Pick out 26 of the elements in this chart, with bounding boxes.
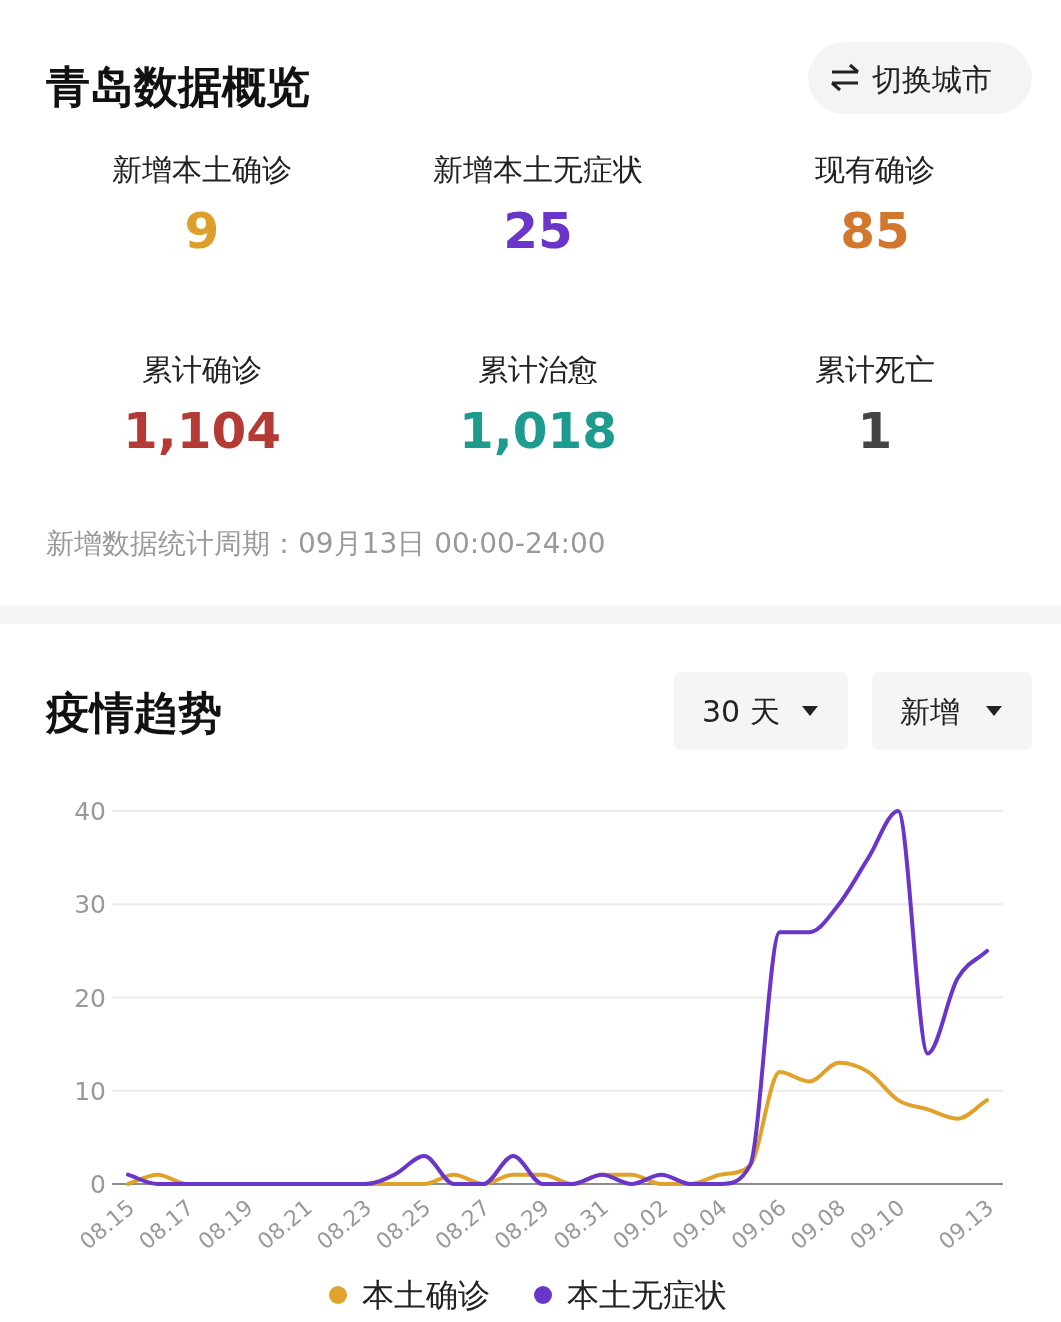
- text: 切换城市: [872, 62, 992, 97]
- line-series: [126, 809, 989, 1186]
- category-label: 新增本土确诊: [112, 152, 292, 187]
- chart-title: 疫情趋势: [45, 687, 222, 738]
- text: 1: [857, 402, 893, 460]
- y-tick-label: 30: [74, 890, 106, 920]
- text: 25: [503, 202, 573, 260]
- category-label: 现有确诊: [815, 152, 935, 187]
- category-label: 累计死亡: [815, 352, 935, 387]
- y-tick-label: 0: [90, 1170, 106, 1199]
- category-label: 新增本土无症状: [433, 152, 643, 187]
- text: 新增数据统计周期：09月13日 00:00-24:00: [46, 527, 606, 560]
- legend-label: 本土无症状: [567, 1276, 727, 1314]
- text: 1,018: [458, 402, 618, 460]
- text: 9: [184, 202, 220, 260]
- y-tick-label: 20: [74, 983, 106, 1013]
- text: 新增: [900, 694, 960, 729]
- legend-label: 本土确诊: [362, 1276, 490, 1314]
- category-label: 累计治愈: [478, 352, 598, 387]
- text: 85: [840, 202, 910, 260]
- category-label: 累计确诊: [142, 352, 262, 387]
- text: 1,104: [122, 402, 282, 460]
- y-tick-label: 10: [74, 1076, 106, 1106]
- y-tick-label: 40: [74, 797, 106, 826]
- text: 30 天: [702, 694, 780, 729]
- text: 青岛数据概览: [45, 61, 310, 112]
